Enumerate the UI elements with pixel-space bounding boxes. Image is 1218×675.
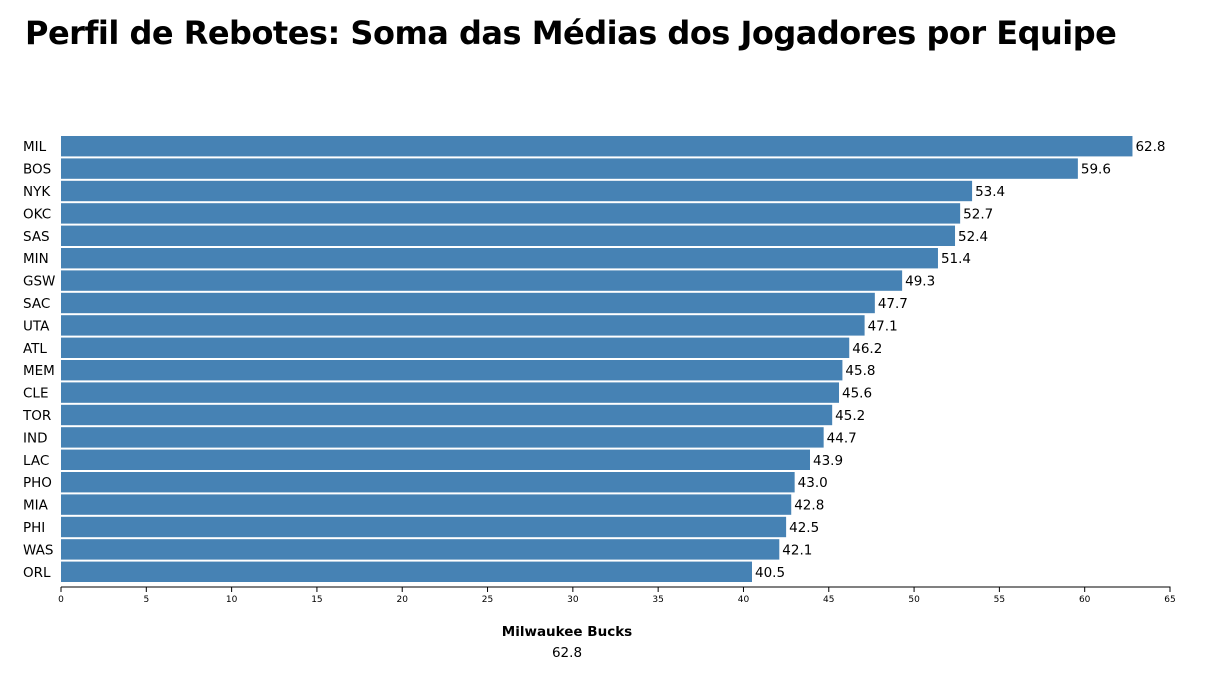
category-label-tor: TOR	[22, 408, 51, 424]
category-label-atl: ATL	[23, 341, 47, 357]
x-tick-label: 15	[311, 595, 322, 605]
bar-tor[interactable]	[61, 404, 833, 426]
category-label-orl: ORL	[23, 565, 51, 581]
bar-gsw[interactable]	[61, 270, 903, 291]
bar-mem[interactable]	[61, 360, 843, 381]
x-tick-label: 50	[908, 595, 920, 605]
bar-sac[interactable]	[61, 292, 875, 314]
category-label-mil: MIL	[23, 139, 47, 155]
bar-min[interactable]	[61, 248, 938, 269]
value-label-cle: 45.6	[842, 386, 872, 402]
value-labels: 62.8 59.6 53.4 52.7 52.4 51.4 49.3 47.7 47.1 46.2…	[755, 139, 1166, 581]
category-label-nyk: NYK	[23, 184, 51, 200]
value-label-uta: 47.1	[868, 318, 898, 334]
value-label-orl: 40.5	[755, 565, 785, 581]
bar-bos[interactable]	[61, 158, 1078, 179]
value-label-mia: 42.8	[794, 498, 824, 514]
x-tick-label: 5	[143, 595, 149, 605]
x-tick-label: 30	[567, 595, 579, 605]
category-label-okc: OKC	[23, 206, 51, 222]
value-label-ind: 44.7	[827, 430, 857, 446]
bars-group	[61, 136, 1133, 582]
category-label-cle: CLE	[23, 386, 48, 402]
bar-uta[interactable]	[61, 315, 865, 336]
bar-was[interactable]	[61, 539, 780, 560]
value-label-sac: 47.7	[878, 296, 908, 312]
x-tick-label: 40	[738, 595, 750, 605]
value-label-bos: 59.6	[1081, 162, 1111, 178]
bar-okc[interactable]	[61, 203, 961, 224]
bar-mia[interactable]	[61, 494, 792, 515]
category-label-bos: BOS	[23, 162, 51, 178]
category-label-was: WAS	[23, 542, 53, 558]
x-tick-label: 25	[482, 595, 493, 605]
value-label-sas: 52.4	[958, 229, 988, 245]
bar-orl[interactable]	[61, 561, 752, 582]
bar-sas[interactable]	[61, 225, 956, 246]
value-label-gsw: 49.3	[905, 274, 935, 290]
bar-chart: MIL BOS NYK OKC SAS MIN GSW SAC UTA ATL MEM CLE TOR I…	[22, 136, 1176, 605]
x-tick-label: 10	[226, 595, 238, 605]
highlight-team-name: Milwaukee Bucks	[501, 624, 633, 640]
x-tick-label: 55	[994, 595, 1005, 605]
bar-mil[interactable]	[61, 136, 1133, 157]
value-label-min: 51.4	[941, 251, 971, 267]
x-tick-label: 65	[1164, 595, 1175, 605]
bar-lac[interactable]	[61, 449, 811, 470]
value-label-okc: 52.7	[963, 206, 993, 222]
category-label-phi: PHI	[23, 520, 45, 536]
value-label-phi: 42.5	[789, 520, 819, 536]
category-label-sac: SAC	[23, 296, 50, 312]
bar-cle[interactable]	[61, 382, 840, 403]
x-axis: 0 5 10 15 20 25 30 35 40 45 50 55 60 65	[58, 586, 1176, 605]
category-label-min: MIN	[23, 251, 49, 267]
bar-ind[interactable]	[61, 427, 824, 448]
value-label-mem: 45.8	[845, 363, 875, 379]
category-label-lac: LAC	[23, 453, 49, 469]
category-label-sas: SAS	[23, 229, 50, 245]
value-label-pho: 43.0	[798, 475, 828, 491]
category-label-ind: IND	[23, 430, 47, 446]
category-label-mem: MEM	[23, 363, 55, 379]
x-tick-label: 20	[397, 595, 409, 605]
x-tick-label: 45	[823, 595, 834, 605]
x-tick-label: 0	[58, 595, 64, 605]
value-label-atl: 46.2	[852, 341, 882, 357]
bar-nyk[interactable]	[61, 180, 973, 202]
x-tick-label: 60	[1079, 595, 1091, 605]
highlight-panel: Milwaukee Bucks 62.8	[467, 622, 667, 664]
chart-title: Perfil de Rebotes: Soma das Médias dos J…	[25, 14, 1117, 52]
bar-pho[interactable]	[61, 472, 795, 493]
x-tick-label: 35	[652, 595, 663, 605]
category-label-gsw: GSW	[23, 274, 55, 290]
highlight-team-value: 62.8	[551, 645, 583, 661]
value-label-was: 42.1	[782, 542, 812, 558]
bar-atl[interactable]	[61, 337, 850, 358]
category-labels: MIL BOS NYK OKC SAS MIN GSW SAC UTA ATL MEM CLE TOR I…	[22, 139, 55, 581]
category-label-uta: UTA	[23, 318, 50, 334]
value-label-nyk: 53.4	[975, 184, 1005, 200]
bar-phi[interactable]	[61, 516, 787, 538]
category-label-pho: PHO	[23, 475, 52, 491]
value-label-mil: 62.8	[1135, 139, 1165, 155]
category-label-mia: MIA	[23, 498, 49, 514]
value-label-tor: 45.2	[835, 408, 865, 424]
value-label-lac: 43.9	[813, 453, 843, 469]
